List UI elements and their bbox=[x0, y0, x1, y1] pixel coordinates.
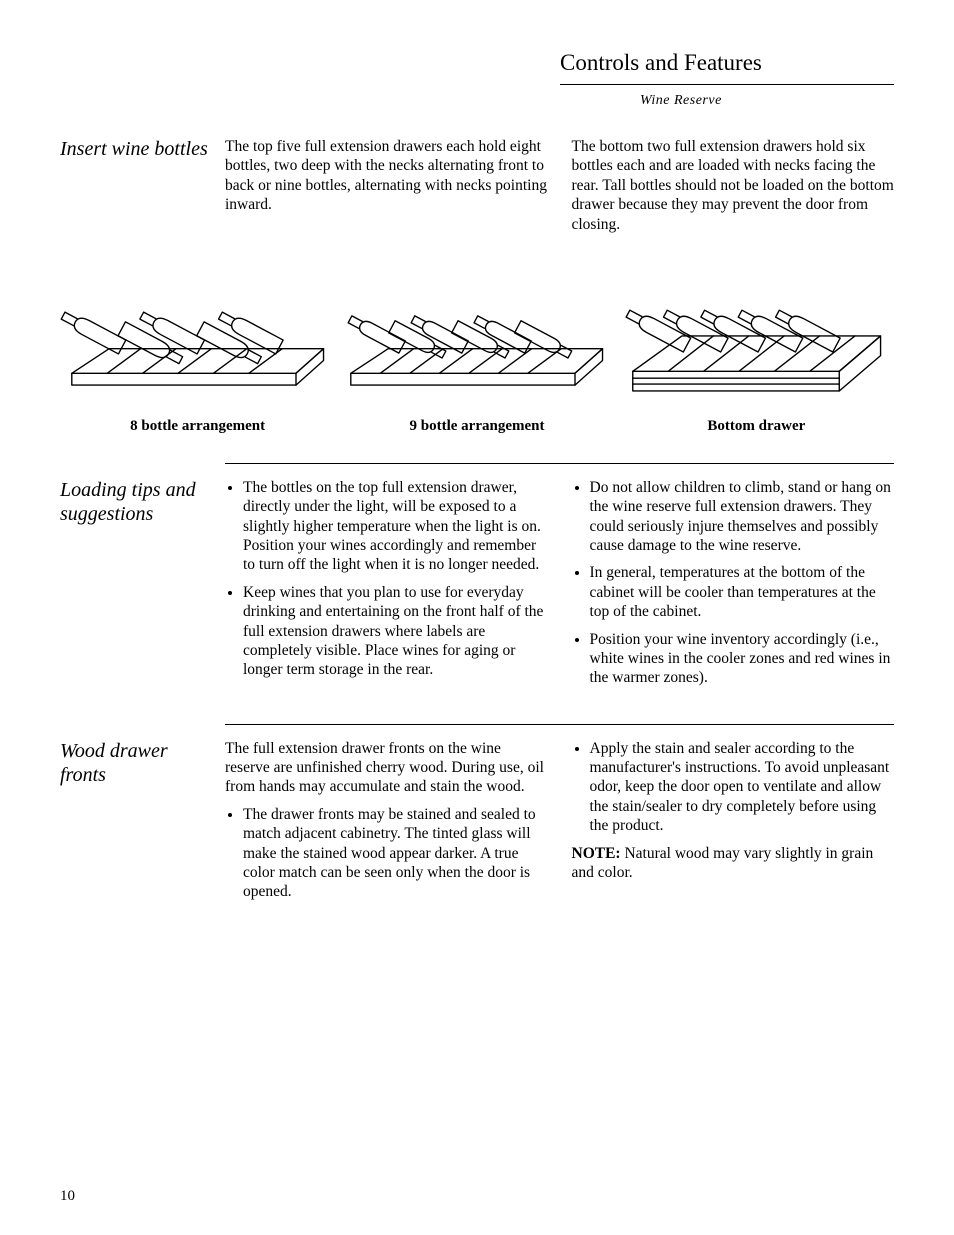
wood-rule bbox=[225, 724, 894, 725]
section-insert: Insert wine bottles The top five full ex… bbox=[60, 137, 894, 242]
drawer-8-bottle-icon bbox=[60, 254, 335, 409]
list-item: The bottles on the top full extension dr… bbox=[243, 478, 548, 575]
section-loading-heading: Loading tips and suggestions bbox=[60, 478, 225, 696]
note-label: NOTE: bbox=[572, 845, 621, 862]
insert-col1-text: The top five full extension drawers each… bbox=[225, 137, 548, 215]
list-item: Position your wine inventory accordingly… bbox=[590, 630, 895, 688]
list-item: Keep wines that you plan to use for ever… bbox=[243, 583, 548, 680]
figures-row: 8 bottle arrangement 9 bottle arrangemen… bbox=[60, 254, 894, 435]
wood-note: NOTE: Natural wood may vary slightly in … bbox=[572, 844, 895, 883]
header-subtitle: Wine Reserve bbox=[560, 85, 894, 109]
section-loading: Loading tips and suggestions The bottles… bbox=[60, 463, 894, 696]
fig2-caption: 9 bottle arrangement bbox=[339, 418, 614, 435]
list-item: Apply the stain and sealer according to … bbox=[590, 739, 895, 836]
drawer-bottom-icon bbox=[619, 254, 894, 409]
list-item: In general, temperatures at the bottom o… bbox=[590, 563, 895, 621]
insert-col2-text: The bottom two full extension drawers ho… bbox=[572, 137, 895, 234]
section-insert-heading: Insert wine bottles bbox=[60, 137, 225, 242]
figure-bottom-drawer: Bottom drawer bbox=[619, 254, 894, 435]
insert-col1: The top five full extension drawers each… bbox=[225, 137, 548, 242]
wood-col2: Apply the stain and sealer according to … bbox=[572, 739, 895, 910]
fig3-caption: Bottom drawer bbox=[619, 418, 894, 435]
loading-rule bbox=[225, 463, 894, 464]
loading-col2: Do not allow children to climb, stand or… bbox=[572, 478, 895, 696]
list-item: The drawer fronts may be stained and sea… bbox=[243, 805, 548, 902]
fig1-caption: 8 bottle arrangement bbox=[60, 418, 335, 435]
drawer-9-bottle-icon bbox=[339, 254, 614, 409]
insert-col2: The bottom two full extension drawers ho… bbox=[572, 137, 895, 242]
section-wood-heading: Wood drawer fronts bbox=[60, 739, 225, 910]
section-wood: Wood drawer fronts The full extension dr… bbox=[60, 724, 894, 910]
wood-col1-intro: The full extension drawer fronts on the … bbox=[225, 739, 548, 797]
loading-col1: The bottles on the top full extension dr… bbox=[225, 478, 548, 696]
wood-col1: The full extension drawer fronts on the … bbox=[225, 739, 548, 910]
header-title: Controls and Features bbox=[560, 50, 894, 84]
page-number: 10 bbox=[60, 1188, 75, 1205]
page-header: Controls and Features Wine Reserve bbox=[560, 50, 894, 109]
list-item: Do not allow children to climb, stand or… bbox=[590, 478, 895, 556]
figure-8-bottle: 8 bottle arrangement bbox=[60, 254, 335, 435]
figure-9-bottle: 9 bottle arrangement bbox=[339, 254, 614, 435]
